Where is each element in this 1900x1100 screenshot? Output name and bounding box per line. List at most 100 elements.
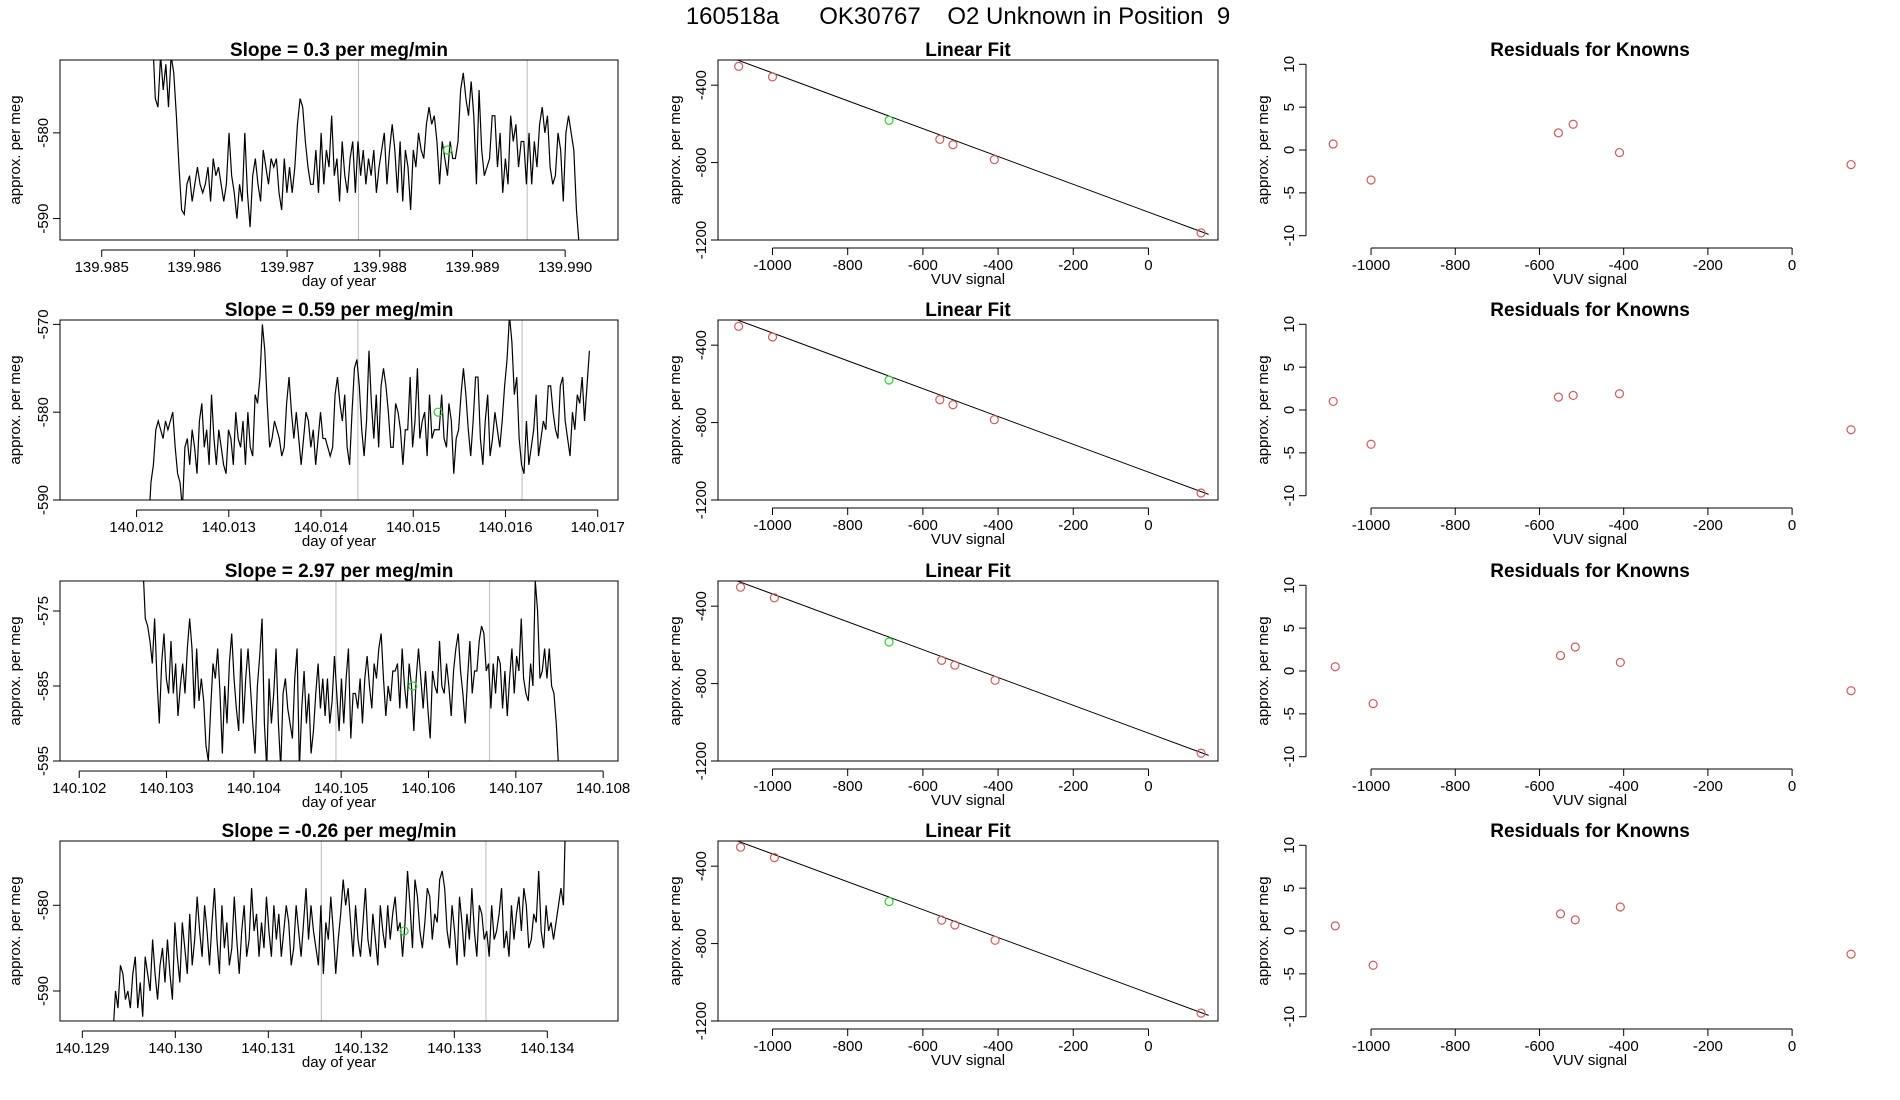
x-tick-label: -800 xyxy=(833,257,863,274)
x-tick-label: -600 xyxy=(908,257,938,274)
x-axis-label: VUV signal xyxy=(1553,1052,1627,1069)
residual-point-3 xyxy=(1555,909,1566,919)
x-tick-label: 140.133 xyxy=(427,1040,481,1057)
x-tick-label: 139.986 xyxy=(167,259,221,276)
residual-point-1 xyxy=(1328,139,1338,149)
unknown-point xyxy=(399,926,409,936)
panel-row4-time-series: Slope = -0.26 per meg/min 140.129 140.130 1… xyxy=(7,821,619,1071)
plot-frame xyxy=(717,580,1219,762)
x-tick-label: -600 xyxy=(1524,517,1554,534)
y-tick-label: -580 xyxy=(35,397,52,427)
residual-point-4 xyxy=(1570,915,1580,925)
residual-point-3 xyxy=(1553,392,1564,402)
plot-area xyxy=(1330,642,1856,709)
known-point-5 xyxy=(989,415,999,425)
x-tick-label: 140.016 xyxy=(478,519,532,536)
x-tick-label: -200 xyxy=(1693,1038,1723,1055)
unknown-point xyxy=(433,407,443,417)
panel-title: Residuals for Knowns xyxy=(1490,821,1690,842)
residual-point-6 xyxy=(1846,686,1856,696)
panel-title: Residuals for Knowns xyxy=(1490,40,1690,61)
x-tick-label: -800 xyxy=(833,1038,863,1055)
y-tick-label: -580 xyxy=(35,890,52,920)
y-axis-label: approx. per meg xyxy=(7,355,24,464)
x-tick-label: -800 xyxy=(1440,257,1470,274)
panel-title: Slope = 0.59 per meg/min xyxy=(225,300,454,321)
residual-point-1 xyxy=(1330,921,1340,931)
y-tick-label: -5 xyxy=(1281,446,1298,459)
x-tick-label: -1000 xyxy=(753,257,791,274)
panel-row2-linear-fit: Linear Fit -1000 -800 -600 -400 -200 0 VUV sign… xyxy=(667,300,1219,548)
x-tick-label: -400 xyxy=(983,517,1013,534)
x-tick-label: -400 xyxy=(983,1038,1013,1055)
y-tick-label: -10 xyxy=(1281,485,1298,507)
known-point-2 xyxy=(767,332,778,342)
x-tick-label: 140.103 xyxy=(139,780,193,797)
x-tick-label: -200 xyxy=(1693,517,1723,534)
known-point-4 xyxy=(950,920,960,930)
x-tick-label: 0 xyxy=(1788,1038,1796,1055)
y-tick-label: -595 xyxy=(35,746,52,776)
x-tick-label: -200 xyxy=(1693,778,1723,795)
x-tick-label: -1000 xyxy=(1352,778,1390,795)
x-tick-label: -600 xyxy=(908,778,938,795)
panel-row1-time-series: Slope = 0.3 per meg/min 139.985 139.986 139… xyxy=(7,40,619,290)
x-tick-label: 140.132 xyxy=(334,1040,388,1057)
y-tick-label: -1200 xyxy=(693,1002,710,1040)
y-tick-label: -400 xyxy=(693,330,710,360)
x-tick-label: 140.108 xyxy=(576,780,630,797)
x-tick-label: 139.985 xyxy=(75,259,129,276)
y-tick-label: -590 xyxy=(35,485,52,515)
x-tick-label: 0 xyxy=(1788,517,1796,534)
x-axis-label: day of year xyxy=(302,533,376,550)
panel-title: Slope = -0.26 per meg/min xyxy=(222,821,457,842)
x-tick-label: 140.134 xyxy=(520,1040,574,1057)
x-tick-label: 139.989 xyxy=(445,259,499,276)
plot-area xyxy=(143,581,559,761)
x-tick-label: 0 xyxy=(1144,517,1152,534)
y-tick-label: -575 xyxy=(35,596,52,626)
residual-point-4 xyxy=(1568,390,1578,401)
y-tick-label: -5 xyxy=(1281,967,1298,980)
x-tick-label: 140.104 xyxy=(227,780,281,797)
y-axis-label: approx. per meg xyxy=(1255,616,1272,725)
plot-frame xyxy=(717,59,1219,241)
y-tick-label: -5 xyxy=(1281,186,1298,199)
x-tick-label: -200 xyxy=(1058,257,1088,274)
x-tick-label: 0 xyxy=(1144,778,1152,795)
y-axis-label: approx. per meg xyxy=(667,355,684,464)
panel-row3-linear-fit: Linear Fit -1000 -800 -600 -400 -200 0 VUV sign… xyxy=(667,561,1219,809)
plot-area xyxy=(1330,902,1856,970)
fit-line xyxy=(735,841,1209,1016)
known-point-4 xyxy=(950,660,960,670)
x-tick-label: 0 xyxy=(1788,257,1796,274)
y-tick-label: -10 xyxy=(1281,746,1298,768)
known-point-1 xyxy=(734,61,744,71)
panel-title: Linear Fit xyxy=(925,561,1011,582)
x-tick-label: -200 xyxy=(1058,1038,1088,1055)
x-axis-label: day of year xyxy=(302,1054,376,1071)
residual-point-4 xyxy=(1568,119,1578,129)
residual-point-1 xyxy=(1328,396,1338,407)
x-tick-label: 140.129 xyxy=(55,1040,109,1057)
plot-area xyxy=(113,841,566,1021)
y-axis-label: approx. per meg xyxy=(7,616,24,725)
x-tick-label: -800 xyxy=(1440,517,1470,534)
y-tick-label: 0 xyxy=(1281,667,1298,675)
x-tick-label: -1000 xyxy=(753,1038,791,1055)
x-tick-label: -1000 xyxy=(1352,1038,1390,1055)
plot-area xyxy=(734,320,1209,498)
fit-line xyxy=(735,320,1209,495)
x-tick-label: 140.107 xyxy=(489,780,543,797)
x-axis-label: day of year xyxy=(302,273,376,290)
residual-point-3 xyxy=(1555,650,1566,661)
panel-row1-residuals: Residuals for Knowns-1000 -800 -600 -400 -20… xyxy=(1255,40,1856,288)
known-point-4 xyxy=(948,400,958,410)
y-tick-label: -585 xyxy=(35,671,52,701)
y-tick-label: 0 xyxy=(1281,406,1298,414)
x-axis-label: VUV signal xyxy=(1553,531,1627,548)
x-tick-label: -800 xyxy=(1440,778,1470,795)
x-axis-label: VUV signal xyxy=(931,271,1005,288)
plot-area xyxy=(149,320,591,500)
known-point-1 xyxy=(734,321,744,331)
